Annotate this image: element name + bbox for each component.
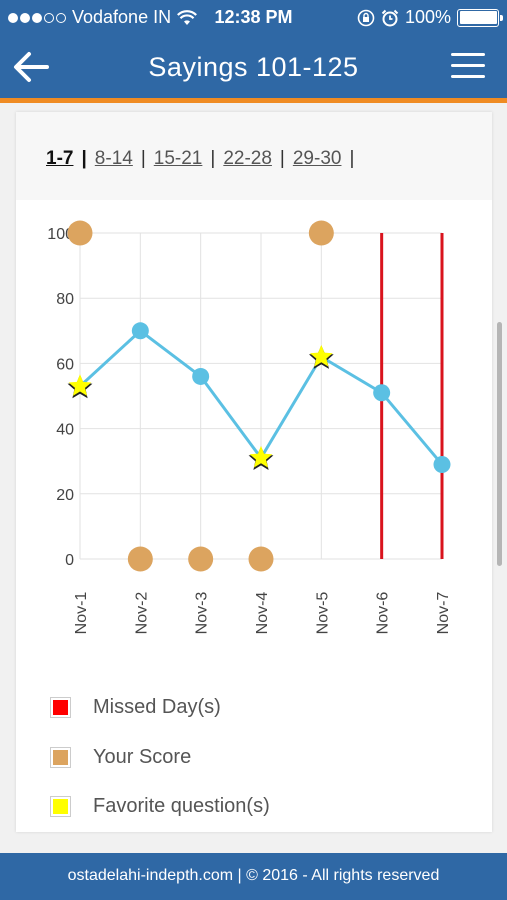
tab-29-30[interactable]: 29-30 (292, 148, 342, 169)
legend-label: Your Score (93, 746, 192, 768)
y-tick-label: 40 (56, 422, 74, 439)
back-arrow-icon[interactable] (12, 51, 50, 83)
data-point (373, 384, 391, 402)
chart-card: 1-7 | 8-14 | 15-21 | 22-28 | 29-30 | 0 20 40 60 80 100… (16, 112, 492, 832)
your-score-marker (308, 220, 334, 246)
y-tick-label: 60 (56, 356, 74, 373)
x-tick-label: Nov-5 (314, 592, 331, 635)
legend-swatch (50, 747, 71, 768)
week-tabs: 1-7 | 8-14 | 15-21 | 22-28 | 29-30 | (16, 112, 492, 200)
app-header: Sayings 101-125 (0, 36, 507, 98)
tab-15-21[interactable]: 15-21 (153, 148, 203, 169)
scrollbar[interactable] (497, 322, 502, 566)
week-tab-row: 1-7 | 8-14 | 15-21 | 22-28 | 29-30 | (46, 148, 362, 170)
footer: ostadelahi-indepth.com | © 2016 - All ri… (0, 853, 507, 900)
legend-swatch (50, 697, 71, 718)
y-tick-label: 0 (65, 552, 74, 569)
legend-item: Missed Day(s) (50, 696, 221, 719)
header-accent-divider (0, 98, 507, 103)
alarm-icon (381, 9, 399, 26)
tab-separator: | (349, 148, 355, 169)
legend-swatch (50, 796, 71, 817)
battery-percent: 100% (404, 7, 451, 27)
legend-label: Missed Day(s) (93, 696, 221, 718)
tab-22-28[interactable]: 22-28 (223, 148, 272, 169)
y-tick-label: 20 (56, 487, 74, 504)
tab-8-14[interactable]: 8-14 (94, 148, 133, 169)
status-time: 12:38 PM (214, 7, 293, 27)
your-score-marker (67, 220, 93, 246)
status-bar: Vodafone IN 12:38 PM 100% (0, 0, 507, 36)
legend-item: Favorite question(s) (50, 795, 270, 818)
status-right: 100% (357, 7, 503, 28)
your-score-marker (248, 546, 274, 572)
x-tick-label: Nov-1 (73, 592, 90, 635)
hamburger-menu-icon[interactable] (451, 53, 485, 81)
x-tick-label: Nov-4 (254, 592, 271, 635)
y-tick-label: 100 (47, 226, 74, 243)
data-point (192, 367, 210, 385)
favorite-star-marker (309, 344, 333, 367)
tab-1-7[interactable]: 1-7 (46, 148, 74, 169)
orientation-lock-icon (357, 9, 375, 26)
signal-strength-icon (8, 12, 66, 23)
favorite-star-marker (249, 445, 273, 468)
your-score-marker (188, 546, 214, 572)
tab-separator: | (210, 148, 216, 169)
data-point (433, 455, 451, 473)
x-tick-label: Nov-7 (435, 592, 452, 635)
x-tick-label: Nov-6 (375, 592, 392, 635)
favorite-star-marker (68, 374, 92, 396)
tab-separator: | (140, 148, 146, 169)
x-tick-label: Nov-3 (194, 592, 211, 635)
legend-item: Your Score (50, 746, 191, 769)
score-chart: 0 20 40 60 80 100 Nov-1 Nov-2 Nov-3 Nov-4 Nov-5 Nov… (47, 220, 452, 635)
tab-separator: | (279, 148, 285, 169)
your-score-marker (127, 546, 153, 572)
wifi-icon (177, 9, 198, 25)
x-tick-label: Nov-2 (133, 592, 150, 635)
page-title: Sayings 101-125 (148, 52, 359, 82)
legend-label: Favorite question(s) (93, 795, 270, 817)
data-point (131, 322, 149, 340)
battery-icon (457, 8, 503, 27)
status-left: Vodafone IN (8, 7, 198, 28)
carrier-name: Vodafone IN (72, 7, 172, 27)
tab-separator: | (81, 148, 87, 169)
y-tick-label: 80 (56, 291, 74, 308)
